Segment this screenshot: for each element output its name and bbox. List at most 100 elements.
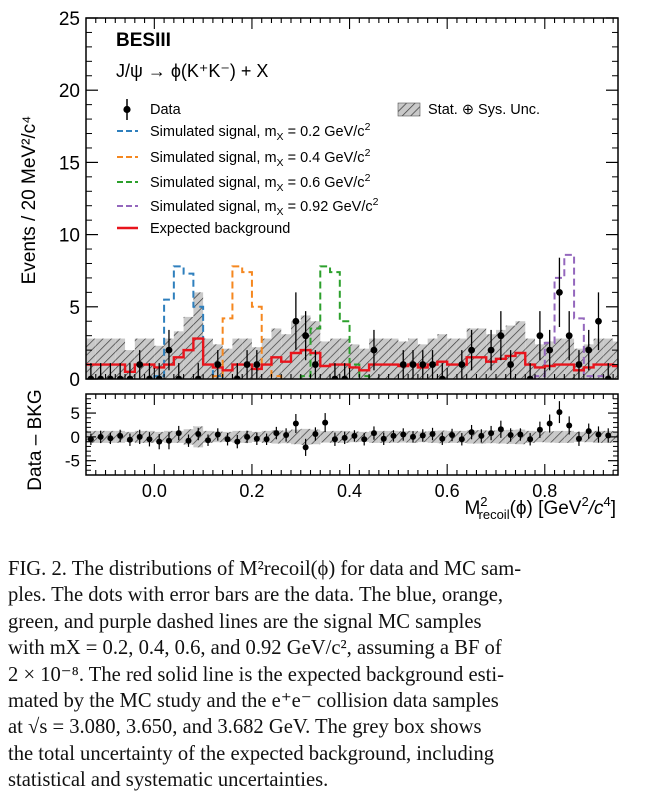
top-panel: 0 5 10 15 20 25 BESIII J/ψ → ϕ(K⁺K⁻) + X Data… xyxy=(19,9,643,391)
residual-marker xyxy=(497,426,504,433)
uncertainty-bin xyxy=(330,338,340,379)
data-point xyxy=(546,329,554,371)
data-marker xyxy=(585,346,593,354)
caption-line: the total uncertainty of the expected ba… xyxy=(8,742,495,765)
residual-point xyxy=(439,432,446,445)
data-marker xyxy=(233,375,241,379)
residual-point xyxy=(253,432,260,445)
x-axis-label: M2 recoil(ϕ) [GeV2/c4] xyxy=(464,494,616,522)
residual-marker xyxy=(87,436,94,443)
residual-marker xyxy=(566,422,573,429)
data-marker xyxy=(497,332,505,340)
data-point xyxy=(116,363,124,379)
legend-bkg: Expected background xyxy=(117,221,290,237)
data-point xyxy=(370,329,378,371)
uncertainty-bin xyxy=(281,334,291,379)
residual-marker xyxy=(370,430,377,437)
data-marker xyxy=(126,375,134,379)
legend-sig04-label: Simulated signal, mX = 0.4 GeV/c2 xyxy=(150,147,371,169)
residual-marker xyxy=(429,431,436,438)
residual-uncertainty-bin xyxy=(320,431,331,443)
experiment-label: BESIII xyxy=(116,30,171,51)
legend-sig02: Simulated signal, mX = 0.2 GeV/c2 xyxy=(117,121,371,143)
data-marker xyxy=(604,375,612,379)
residual-point xyxy=(370,426,377,440)
data-point xyxy=(487,329,495,371)
residual-point xyxy=(244,430,251,444)
x-tick-label: 0.2 xyxy=(239,481,264,501)
data-point xyxy=(126,363,134,379)
uncertainty-bin xyxy=(86,338,96,379)
data-marker xyxy=(429,361,436,368)
uncertainty-bin xyxy=(349,344,360,379)
data-point xyxy=(507,350,515,379)
y-tick-label: 15 xyxy=(59,153,80,174)
residual-marker xyxy=(175,430,182,437)
uncertainty-bin xyxy=(613,341,618,379)
residual-point xyxy=(87,433,94,445)
data-point xyxy=(97,363,105,379)
legend-data-label: Data xyxy=(150,102,182,118)
data-marker xyxy=(194,375,202,379)
residual-marker xyxy=(234,438,241,445)
caption-line: ples. The dots with error bars are the d… xyxy=(8,584,504,607)
uncertainty-bin xyxy=(222,348,233,379)
data-point xyxy=(292,292,300,351)
uncertainty-bin xyxy=(633,352,643,379)
uncertainty-bin xyxy=(232,338,243,379)
data-point xyxy=(429,350,436,379)
legend: Data Simulated signal, mX = 0.2 GeV/c2 S… xyxy=(117,99,540,237)
data-point xyxy=(341,363,349,379)
caption-line: with mX = 0.2, 0.4, 0.6, and 0.92 GeV/c²… xyxy=(8,637,502,660)
legend-data: Data xyxy=(123,99,182,120)
data-point xyxy=(107,363,114,379)
residual-marker xyxy=(136,433,143,440)
residual-point xyxy=(107,432,114,445)
data-marker xyxy=(97,375,105,379)
caption-line: green, and purple dashed lines are the s… xyxy=(8,610,482,633)
data-point xyxy=(233,363,241,379)
residual-uncertainty-bin xyxy=(290,429,301,445)
residual-point xyxy=(497,420,504,438)
legend-sig092-label: Simulated signal, mX = 0.92 GeV/c2 xyxy=(150,196,379,218)
data-marker xyxy=(87,375,95,379)
uncertainty-bin xyxy=(554,338,565,379)
legend-unc-label: Stat. ⊕ Sys. Unc. xyxy=(428,102,540,118)
data-point xyxy=(87,363,95,379)
decay-label: J/ψ → ϕ(K⁺K⁻) + X xyxy=(116,61,268,81)
data-point xyxy=(214,350,222,379)
data-marker xyxy=(341,375,349,379)
data-point xyxy=(136,350,144,379)
data-point xyxy=(604,363,612,379)
residual-uncertainty-bin xyxy=(633,432,643,441)
residual-point xyxy=(556,401,563,424)
residual-marker xyxy=(185,437,192,444)
caption-line: FIG. 2. The distributions of M²recoil(ϕ)… xyxy=(8,558,522,580)
data-marker xyxy=(595,317,602,325)
x-tick-label: 0.8 xyxy=(532,481,557,501)
plot-canvas: 0 5 10 15 20 25 BESIII J/ψ → ϕ(K⁺K⁻) + X Data… xyxy=(19,9,643,522)
data-marker xyxy=(331,375,339,379)
figure: 0 5 10 15 20 25 BESIII J/ψ → ϕ(K⁺K⁻) + X Data… xyxy=(19,9,643,522)
residual-marker xyxy=(575,435,582,442)
residual-marker xyxy=(97,433,104,440)
data-marker xyxy=(107,375,114,379)
residual-uncertainty-band xyxy=(86,426,643,448)
residual-marker xyxy=(410,433,417,440)
bottom-y-axis-label: Data – BKG xyxy=(25,389,46,490)
residual-point xyxy=(419,429,426,442)
residual-marker xyxy=(322,419,329,426)
top-x-ticks xyxy=(95,18,614,379)
data-point xyxy=(243,350,251,379)
data-marker xyxy=(458,361,466,368)
uncertainty-bin xyxy=(105,338,116,379)
caption-line: statistical and systematic uncertainties… xyxy=(8,769,329,792)
data-marker xyxy=(409,361,417,368)
residual-marker xyxy=(117,432,124,439)
data-marker xyxy=(292,317,300,325)
residual-point xyxy=(400,428,407,441)
uncertainty-bin xyxy=(320,341,331,379)
residual-marker xyxy=(156,438,163,445)
residual-point xyxy=(331,432,338,446)
data-point xyxy=(331,363,339,379)
